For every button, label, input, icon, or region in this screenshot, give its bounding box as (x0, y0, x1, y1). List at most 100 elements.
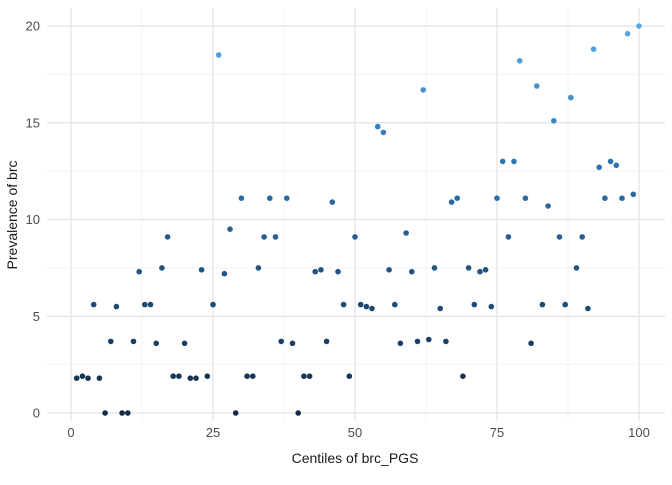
data-point (460, 373, 466, 380)
y-tick-label: 20 (26, 19, 40, 34)
x-axis-title: Centiles of brc_PGS (292, 450, 419, 466)
data-point (397, 340, 404, 347)
data-point (170, 373, 176, 380)
data-point (511, 158, 517, 165)
data-point (636, 23, 642, 29)
data-point (534, 83, 540, 89)
data-point (357, 301, 364, 308)
y-tick-label: 15 (26, 115, 40, 130)
data-point (272, 234, 279, 240)
x-tick-label: 50 (348, 425, 362, 440)
data-point (420, 87, 427, 93)
data-point (619, 195, 625, 201)
data-point (488, 303, 495, 310)
data-point (340, 301, 347, 308)
data-point (335, 268, 341, 275)
data-point (346, 373, 353, 380)
data-point (369, 305, 375, 312)
data-point (607, 158, 614, 165)
data-point (284, 195, 290, 201)
data-point (573, 265, 580, 271)
data-point (471, 301, 478, 308)
data-point (130, 338, 137, 345)
data-point (556, 234, 563, 240)
data-point (96, 375, 103, 382)
data-point (102, 410, 108, 416)
data-point (221, 270, 228, 277)
data-point (630, 191, 637, 198)
y-tick-label: 0 (33, 406, 40, 421)
data-point (85, 375, 91, 382)
data-point (522, 195, 529, 201)
data-point (392, 301, 398, 308)
data-point (159, 265, 165, 271)
x-tick-label: 75 (490, 425, 504, 440)
data-point (250, 373, 256, 380)
data-point (477, 268, 483, 275)
data-point (261, 234, 267, 240)
data-point (255, 265, 262, 271)
data-point (528, 340, 534, 347)
data-point (210, 301, 216, 308)
data-point (90, 301, 97, 308)
x-tick-label: 100 (628, 425, 650, 440)
data-point (295, 410, 302, 416)
x-tick-label: 25 (206, 425, 220, 440)
data-point (374, 123, 381, 130)
y-axis-title: Prevalence of brc (4, 161, 20, 270)
data-point (312, 268, 319, 275)
data-point (403, 230, 409, 236)
data-point (545, 203, 551, 209)
data-point (181, 340, 188, 347)
data-point (596, 164, 602, 171)
data-points (73, 23, 642, 416)
data-point (562, 301, 568, 308)
data-point (363, 303, 370, 310)
axis-tick-labels: 0 5 10 15 20 0 25 50 75 100 (26, 19, 650, 441)
data-point (380, 129, 387, 136)
data-point (108, 338, 114, 345)
data-point (602, 195, 608, 201)
data-point (79, 373, 86, 380)
data-point (147, 301, 154, 308)
data-point (579, 234, 585, 240)
data-point (198, 267, 205, 273)
data-point (499, 158, 506, 165)
data-point (505, 234, 512, 240)
data-point (73, 375, 80, 382)
data-point (386, 267, 392, 273)
data-point (352, 234, 358, 240)
data-point (153, 340, 159, 347)
data-point (142, 301, 148, 308)
y-tick-label: 5 (33, 309, 40, 324)
data-point (590, 46, 597, 52)
data-point (568, 94, 574, 101)
data-point (164, 234, 171, 240)
data-point (624, 30, 631, 37)
data-point (278, 338, 285, 345)
data-point (585, 305, 591, 312)
data-point (329, 199, 336, 205)
data-point (516, 58, 523, 64)
data-point (187, 375, 194, 382)
data-point (426, 336, 432, 343)
data-point (443, 338, 449, 345)
data-point (267, 195, 273, 201)
data-point (494, 195, 500, 201)
data-point (193, 375, 199, 382)
data-point (136, 268, 142, 275)
data-point (431, 265, 438, 271)
data-point (238, 195, 245, 201)
data-point (232, 410, 239, 416)
data-point (176, 373, 182, 380)
data-point (119, 410, 125, 416)
data-point (437, 305, 444, 312)
data-point (613, 162, 620, 169)
data-point (465, 265, 472, 271)
data-point (448, 199, 455, 205)
data-point (454, 195, 461, 201)
data-point (306, 373, 313, 380)
data-point (323, 338, 330, 345)
